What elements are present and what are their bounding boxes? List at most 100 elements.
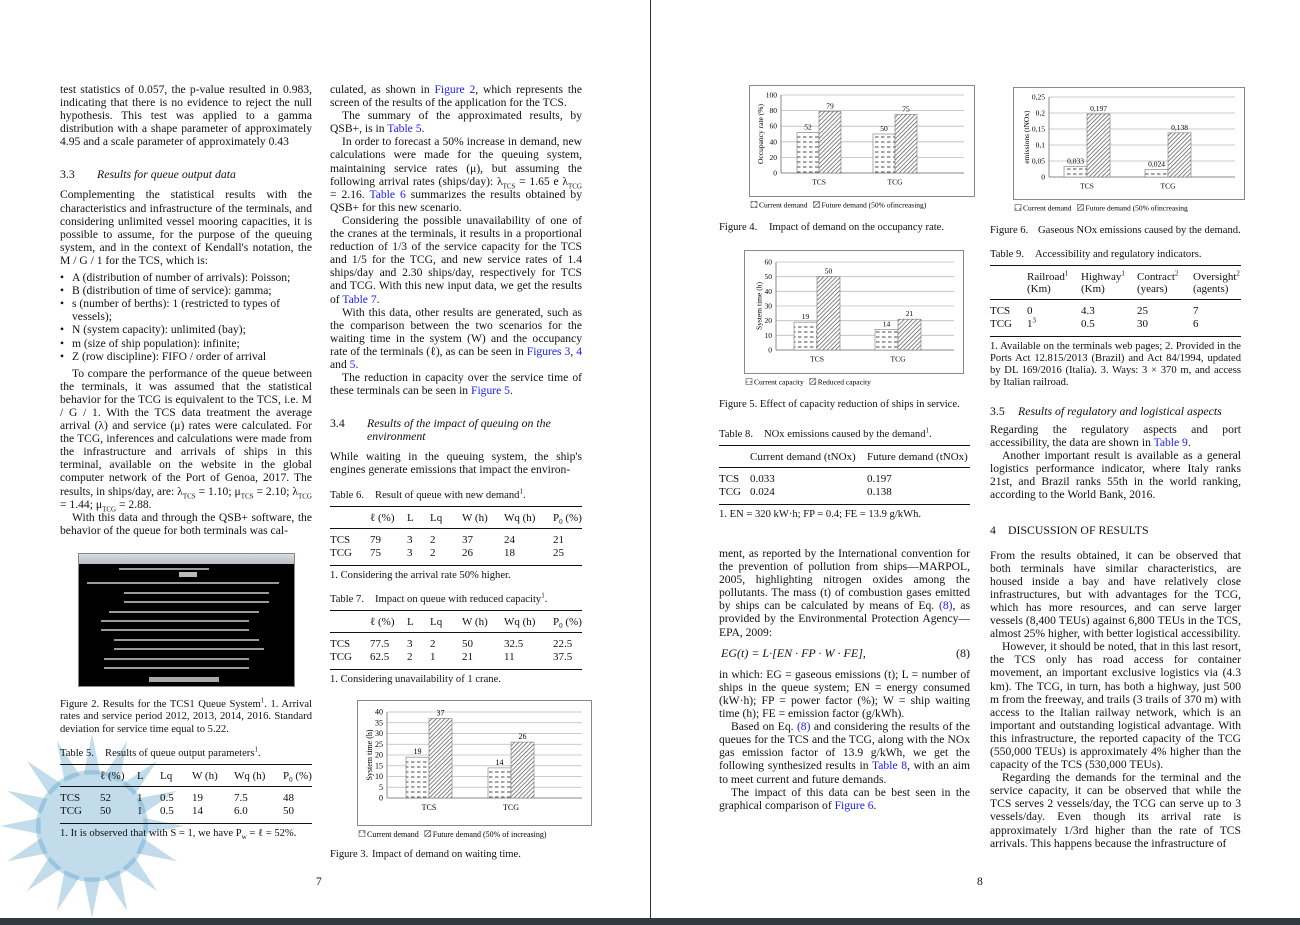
table-cell: 1 [430, 650, 436, 663]
paragraph: Considering the possible unavailability … [330, 213, 582, 306]
column-text: From the results obtained, it can be obs… [990, 549, 1241, 850]
table-cell: 19 [192, 792, 203, 805]
bar-tcg-future [1167, 132, 1192, 178]
cross-reference-link[interactable]: Table 7 [342, 292, 377, 306]
y-axis-label: System time (h) [365, 730, 374, 781]
table-label: Table 7. [330, 594, 364, 606]
table-cell: TCS [719, 473, 740, 485]
table-cell: 48 [283, 792, 294, 805]
cross-reference-link[interactable]: Figure 6 [834, 798, 874, 812]
table-row: TCS 0.033 0.197 [719, 468, 970, 486]
cross-reference-link[interactable]: Figures 3 [526, 344, 571, 358]
y-tick-label: 30 [765, 302, 773, 311]
table-row: TCG 13 0.5 30 6 [990, 315, 1241, 337]
cross-reference-link[interactable]: (8) [796, 720, 811, 734]
column-header: Lq [430, 610, 462, 634]
column-header [330, 506, 370, 530]
subscript: 0 [559, 518, 563, 527]
table-label: Table 9. [990, 249, 1024, 260]
legend-entry: Current demand [759, 201, 808, 210]
x-category-label: TCS [1080, 182, 1094, 191]
subscript: TCG [297, 491, 312, 500]
data-table: ℓ (%) L Lq W (h) Wq (h) P0 (%) TCS 79 3 2 37 24 21 TC… [330, 506, 582, 567]
table-cell: 75 [370, 546, 381, 559]
data-label: 75 [902, 105, 910, 114]
bar-tcg-future [510, 742, 535, 799]
table-note: 1. Considering unavailability of 1 crane… [330, 674, 501, 686]
data-label: 50 [825, 267, 833, 276]
page-number: 8 [977, 876, 983, 888]
cross-reference-link[interactable]: Figure 5 [471, 384, 510, 398]
table-cell: TCG [330, 650, 352, 663]
table-cell: 2 [430, 638, 436, 651]
cross-reference-link[interactable]: 5 [349, 357, 356, 371]
column-header [990, 265, 1027, 300]
section-3-3-heading: 3.3 Results for queue output data [60, 167, 236, 182]
legend-entry: Current demand [1023, 204, 1072, 213]
table-cell: 0.197 [867, 473, 892, 485]
table-note: 1. EN = 320 kW·h; FP = 0.4; FE = 13.9 g/… [719, 509, 922, 520]
y-tick-label: 20 [375, 751, 383, 760]
table-cell: 2 [430, 534, 436, 547]
table-title: Table 6. Result of queue with new demand1… [330, 488, 582, 502]
table-caption: Accessibility and regulatory indicators. [1035, 249, 1202, 260]
equation-number: (8) [956, 645, 970, 660]
chart-frame [749, 85, 975, 197]
cross-reference-link[interactable]: Table 6 [369, 187, 406, 201]
equation-8: EG(t) = L·[EN · FP · W · FE], [721, 645, 866, 660]
superscript: 1 [541, 591, 545, 600]
table-cell: TCG [60, 804, 82, 817]
data-table: Current demand (tNOx) Future demand (tNOx… [719, 445, 970, 505]
column-text: Regarding the regulatory aspects and por… [990, 423, 1241, 502]
y-tick-label: 0,1 [1036, 141, 1046, 150]
x-category-label: TCS [422, 803, 437, 812]
equation-row: EG(t) = L·[EN · FP · W · FE], (8) [721, 645, 970, 660]
table-cell: 6.0 [234, 804, 248, 817]
bullet-item: s (number of berths): 1 (restricted to t… [60, 297, 312, 323]
subscript: 0 [559, 622, 563, 631]
column-header: ℓ (%) [100, 764, 137, 788]
paragraph: Regarding the demands for the terminal a… [990, 771, 1241, 850]
figure-3-caption: Figure 3. Impact of demand on waiting tim… [330, 849, 521, 861]
superscript: 1 [260, 696, 265, 705]
bar-tcg-current [872, 133, 896, 174]
cross-reference-link[interactable]: Table 5 [387, 122, 422, 136]
table-cell: TCG [990, 317, 1012, 330]
cross-reference-link[interactable]: 4 [576, 344, 583, 358]
superscript: 3 [1032, 315, 1037, 324]
table-cell: 0.024 [750, 485, 775, 498]
figure-5-caption: Figure 5. Effect of capacity reduction o… [719, 398, 960, 410]
data-label: 14 [496, 758, 504, 767]
page-8-column-2: 0 0,05 0,1 0,15 0,2 0,25 emissions (tNOx) 0,033… [990, 87, 1245, 850]
y-tick-label: 0 [773, 169, 777, 178]
header-row: ℓ (%) L Lq W (h) Wq (h) P0 (%) [330, 506, 582, 530]
column-header [60, 764, 100, 788]
header-row: ℓ (%) L Lq W (h) Wq (h) P0 (%) [330, 610, 582, 634]
paragraph-test-statistics: test statistics of 0.057, the p-value re… [60, 83, 312, 149]
data-table: ℓ (%) L Lq W (h) Wq (h) P0 (%) TCS 52 1 0.5 19 7.5 4… [60, 764, 312, 825]
cross-reference-link[interactable]: Table 9 [1153, 436, 1188, 450]
cross-reference-link[interactable]: Figure 2 [434, 83, 476, 96]
section-4-heading: 4 DISCUSSION OF RESULTS [990, 522, 1149, 537]
column-header: P0 (%) [553, 610, 582, 634]
x-category-label: TCG [891, 355, 907, 364]
table-title: Table 5. Results of queue output paramete… [60, 746, 312, 760]
bar-tcs-current [793, 321, 818, 351]
console-output-line [104, 666, 249, 669]
legend-entry: Current demand [367, 830, 419, 839]
subscript: TCS [182, 491, 196, 500]
column-header: P0 (%) [283, 764, 312, 788]
table-caption: Impact on queue with reduced capacity1. [375, 591, 548, 606]
cross-reference-link[interactable]: Table 8 [872, 759, 908, 773]
y-tick-label: 0,05 [1032, 157, 1045, 166]
table-5: Table 5. Results of queue output paramete… [60, 746, 312, 841]
column-header: Oversight2 (agents) [1193, 265, 1241, 300]
page-7-column-1: test statistics of 0.057, the p-value re… [60, 83, 312, 841]
console-titlebar [79, 553, 294, 564]
legend-swatch [358, 830, 366, 838]
column-header: L [407, 610, 430, 634]
column-header: Contract2 (years) [1137, 265, 1193, 300]
data-label: 26 [519, 733, 527, 742]
paragraph-marpol: ment, as reported by the International c… [719, 547, 970, 639]
cross-reference-link[interactable]: (8) [939, 599, 953, 613]
